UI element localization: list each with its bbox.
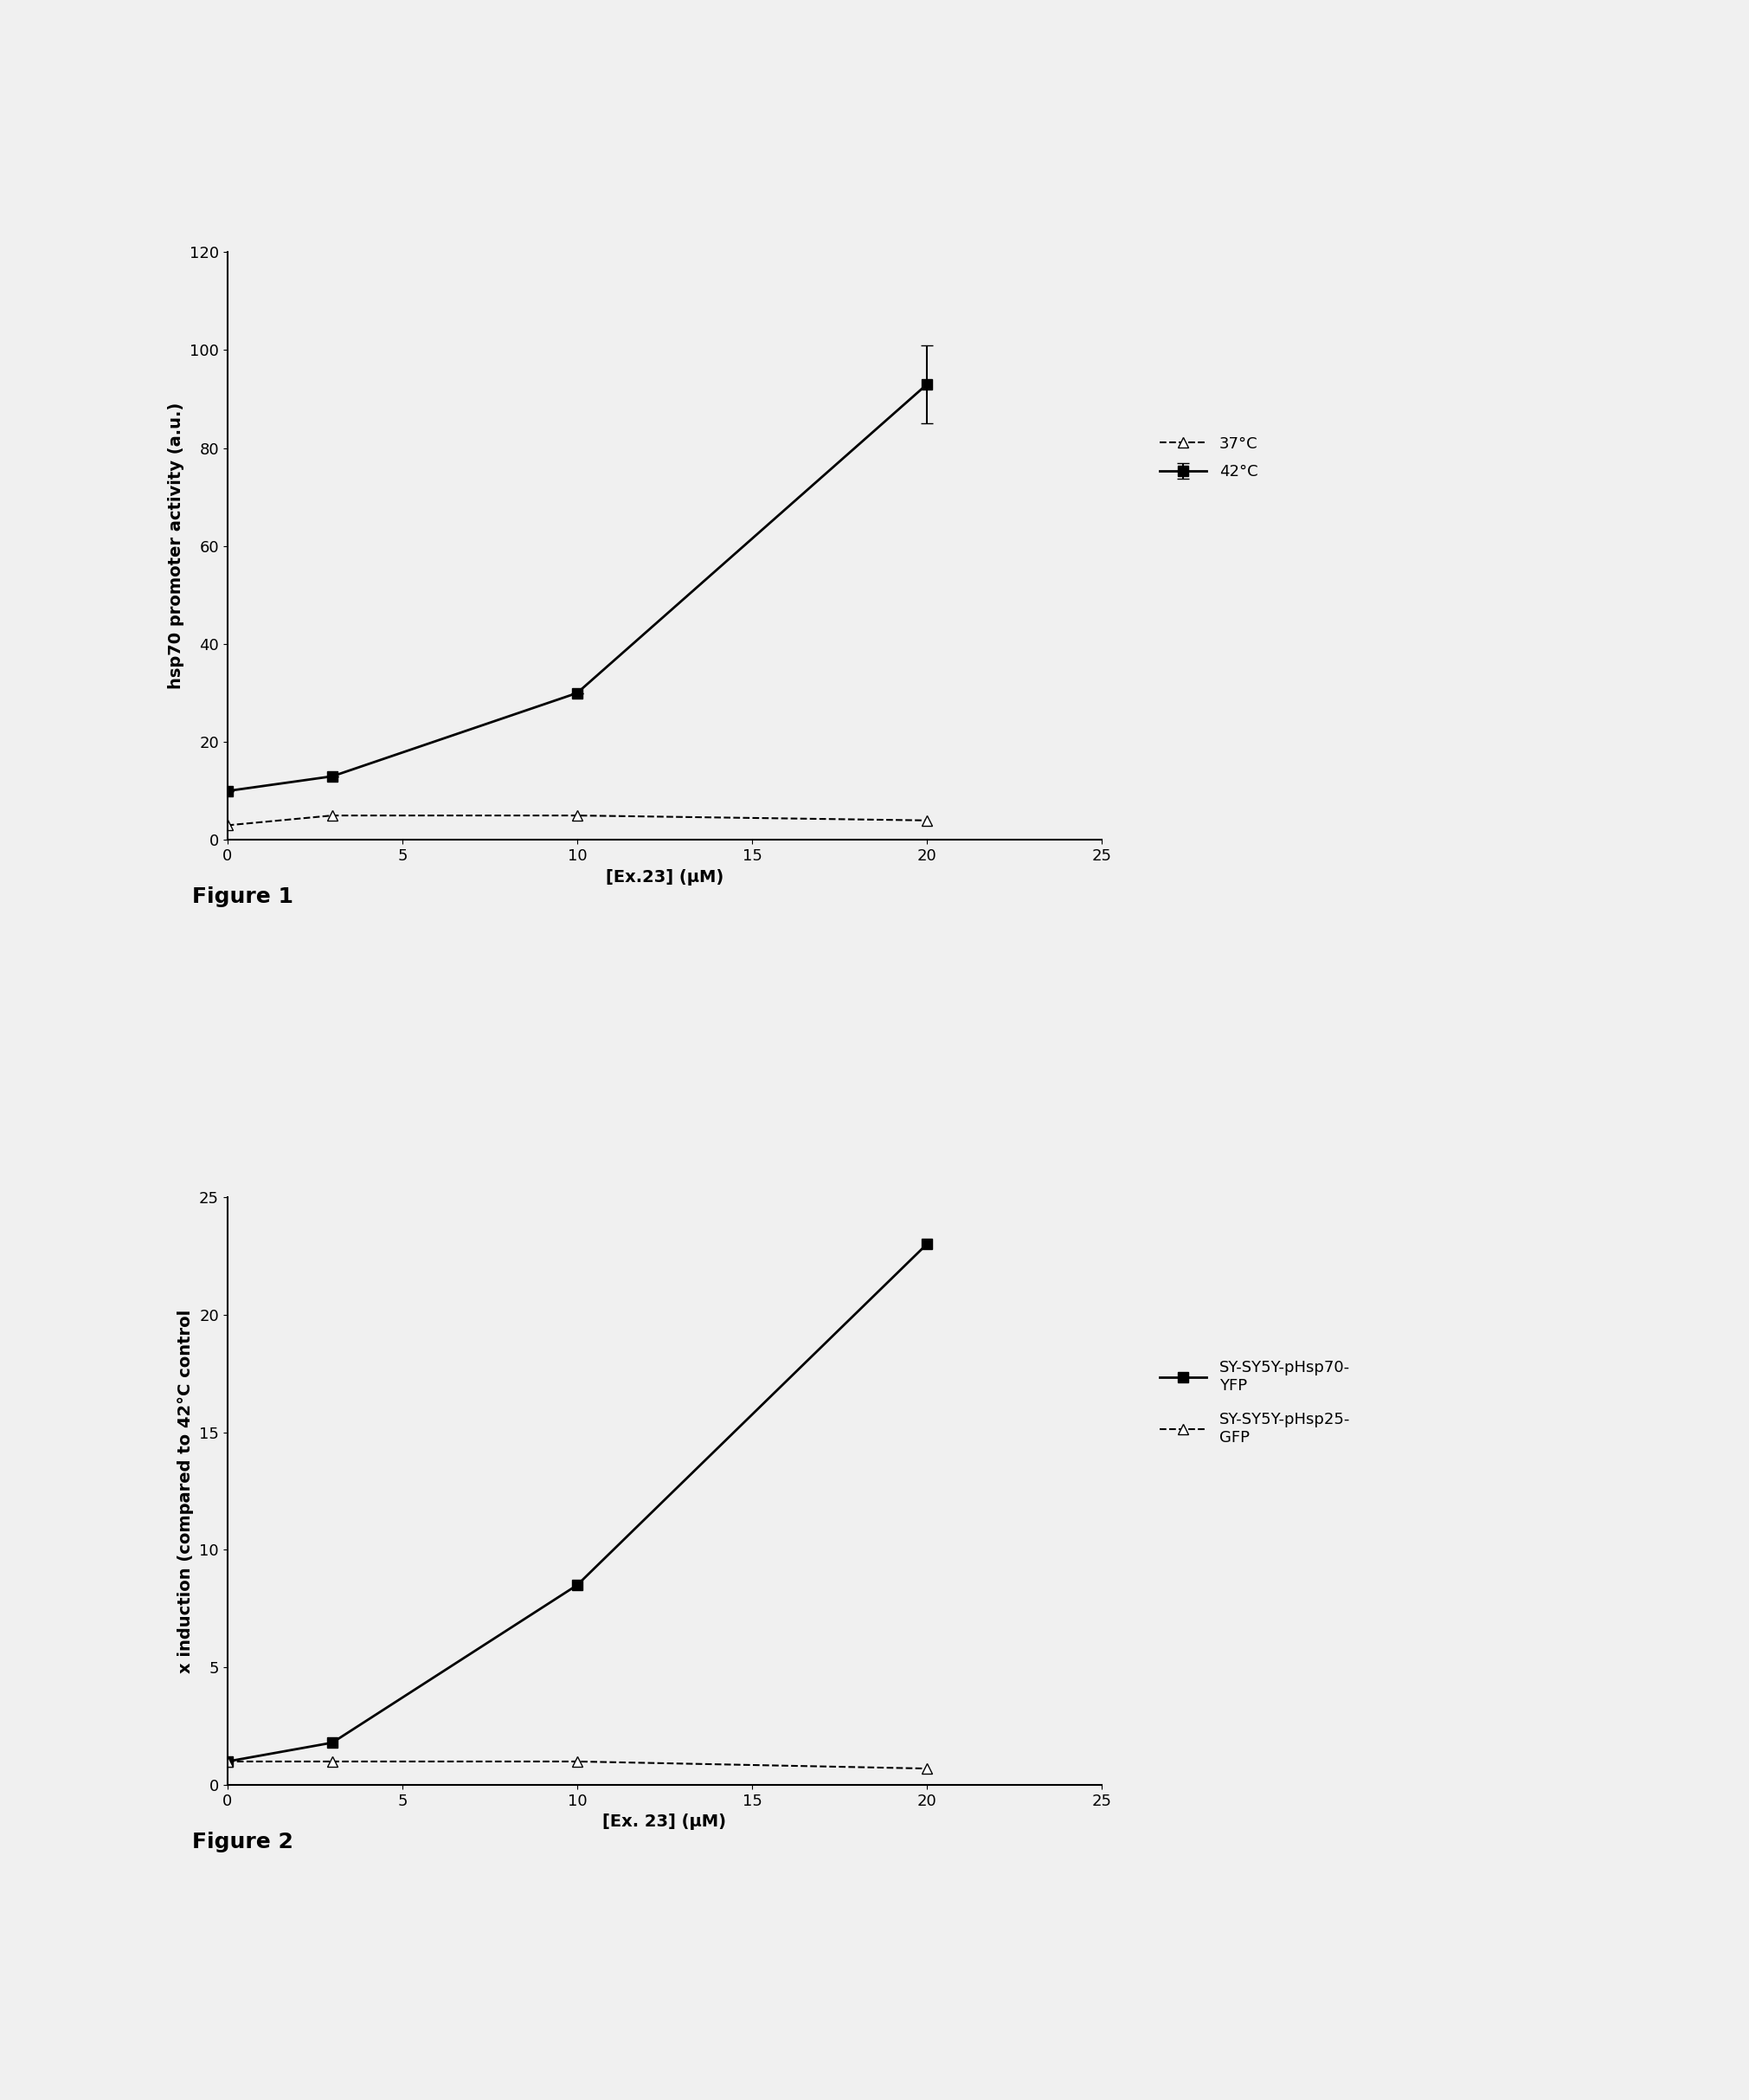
- Line: SY-SY5Y-pHsp25-
GFP: SY-SY5Y-pHsp25- GFP: [222, 1756, 932, 1774]
- Y-axis label: x induction (compared to 42°C control: x induction (compared to 42°C control: [178, 1308, 194, 1674]
- X-axis label: [Ex.23] (μM): [Ex.23] (μM): [605, 869, 724, 886]
- SY-SY5Y-pHsp70-
YFP: [916, 1231, 937, 1256]
- Legend: SY-SY5Y-pHsp70-
YFP, SY-SY5Y-pHsp25-
GFP: SY-SY5Y-pHsp70- YFP, SY-SY5Y-pHsp25- GFP: [1153, 1354, 1355, 1451]
- SY-SY5Y-pHsp70-
YFP: [567, 1573, 588, 1598]
- 37°C: [217, 813, 238, 838]
- SY-SY5Y-pHsp25-
GFP: [567, 1749, 588, 1774]
- Text: Figure 2: Figure 2: [192, 1831, 294, 1852]
- SY-SY5Y-pHsp70-
YFP: [217, 1749, 238, 1774]
- 37°C: [916, 808, 937, 834]
- SY-SY5Y-pHsp70-
YFP: [322, 1730, 343, 1756]
- SY-SY5Y-pHsp25-
GFP: [322, 1749, 343, 1774]
- Y-axis label: hsp70 promoter activity (a.u.): hsp70 promoter activity (a.u.): [168, 403, 185, 689]
- Legend: 37°C, 42°C: 37°C, 42°C: [1153, 430, 1265, 485]
- SY-SY5Y-pHsp25-
GFP: [916, 1756, 937, 1781]
- 37°C: [567, 802, 588, 827]
- 37°C: [322, 802, 343, 827]
- Text: Figure 1: Figure 1: [192, 886, 294, 907]
- Line: 37°C: 37°C: [222, 811, 932, 832]
- Line: SY-SY5Y-pHsp70-
YFP: SY-SY5Y-pHsp70- YFP: [222, 1239, 932, 1766]
- SY-SY5Y-pHsp25-
GFP: [217, 1749, 238, 1774]
- X-axis label: [Ex. 23] (μM): [Ex. 23] (μM): [603, 1814, 726, 1831]
